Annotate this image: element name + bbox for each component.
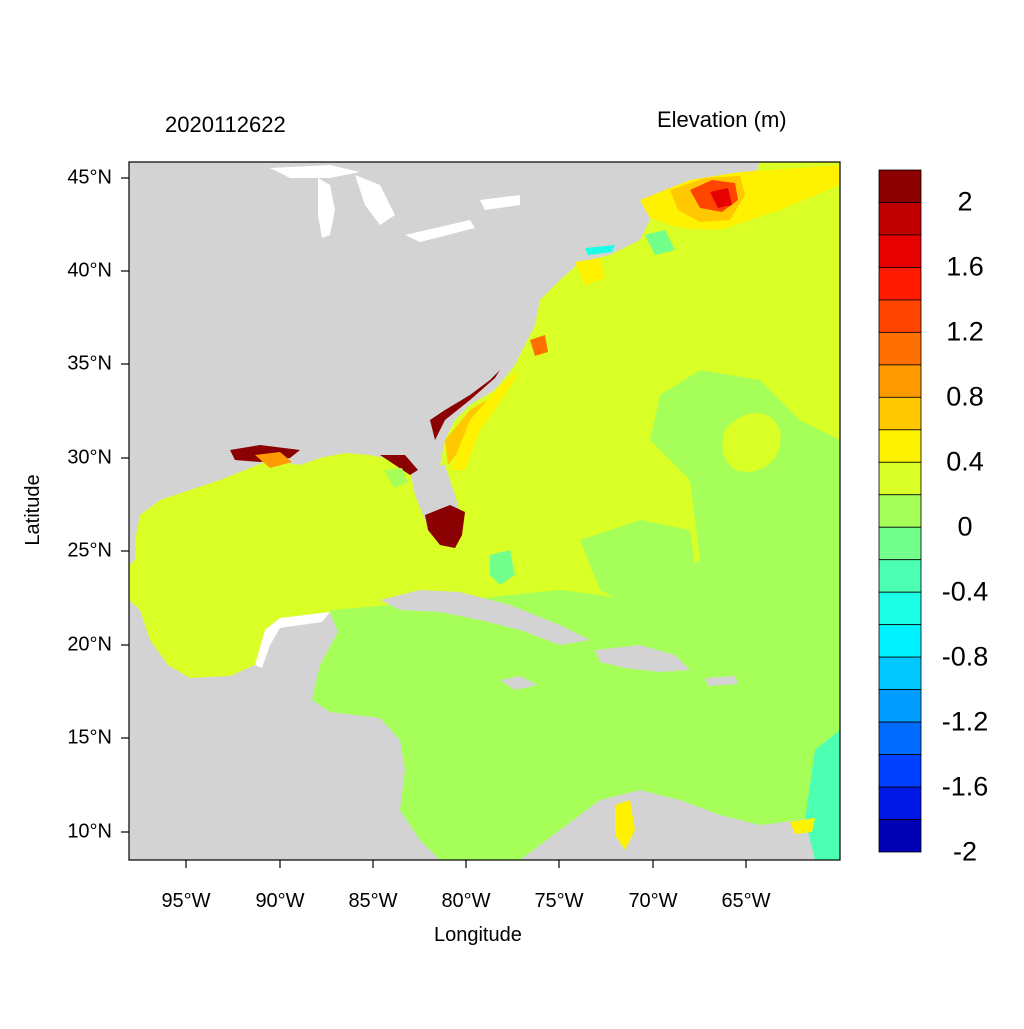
colorbar-swatch [878,429,922,463]
low-bahamas [490,550,515,585]
x-tick-label: 75°W [534,890,584,912]
x-tick-label: 80°W [441,890,491,912]
band-nj-yellow [575,258,605,285]
land-cuba [380,590,590,645]
low-long-island-sound [585,245,615,255]
colorbar-swatch [878,754,922,788]
colorbar-swatch [878,591,922,626]
date-label: 2020112622 [165,112,286,137]
lake-erie [405,220,475,242]
y-tick-label: 15°N [67,726,112,749]
colorbar-swatch [878,526,922,561]
colorbar-swatch [878,689,922,723]
low-gulf-patch [384,468,408,488]
y-tick-marks [121,177,129,833]
colorbar-swatch [878,656,922,691]
y-tick-label: 35°N [67,352,112,375]
colorbar-swatch [878,364,922,398]
x-tick-label: 65°W [721,890,771,912]
colorbar-swatch [878,169,922,203]
gyre-high-patch [722,413,781,472]
colorbar-tick-label: 0 [957,511,973,542]
colorbar-tick-label: 0.8 [946,381,984,412]
lake-huron [355,175,395,225]
colorbar-swatch [878,396,922,431]
colorbar [878,169,922,853]
plot-frame [128,161,841,861]
y-tick-label: 40°N [67,259,112,282]
colorbar-tick-label: 2 [957,186,973,217]
x-axis-label: Longitude [434,924,522,946]
x-tick-label: 85°W [348,890,398,912]
surge-south-florida [425,505,465,548]
colorbar-swatch [878,234,922,268]
band-hatteras [530,335,548,356]
colorbar-tick-label: 1.2 [946,316,984,347]
y-tick-label: 25°N [67,539,112,562]
low-caribbean-east [805,730,840,860]
lake-michigan [318,178,335,238]
colorbar-tick-label: -2 [952,836,977,867]
y-tick-label: 10°N [67,820,112,843]
colorbar-swatch [878,624,922,658]
colorbar-swatch [878,494,922,528]
band-bay-of-fundy [710,188,732,208]
land-puerto-rico [705,676,738,686]
low-cape-cod [645,230,675,255]
high-venezuela-yellow [615,800,635,850]
colorbar-tick-label: 0.4 [946,446,984,477]
band-louisiana [255,452,292,468]
colorbar-tick-label: 1.6 [946,251,984,282]
lake-ontario [480,195,520,210]
colorbar-swatch [878,299,922,333]
x-tick-marks [185,860,747,868]
land-north-america [129,162,760,565]
colorbar-tick-label: -1.6 [941,771,989,802]
atlantic-low-patch [580,520,700,610]
x-tick-label: 90°W [255,890,305,912]
land-south-america [520,790,840,860]
colorbar-swatch [878,461,922,496]
y-tick-label: 20°N [67,633,112,656]
surge-east-coast-fringe [430,370,500,440]
x-tick-label: 95°W [161,890,211,912]
colorbar-tick-label: -1.2 [941,706,989,737]
colorbar-swatch [878,559,922,593]
land-mexico-central-america [129,600,440,860]
land-hispaniola [595,645,690,672]
high-trinidad-yellow [790,818,815,834]
land-jamaica [500,676,538,690]
colorbar-swatch [878,819,922,853]
y-tick-label: 30°N [67,446,112,469]
colorbar-swatch [878,202,922,236]
land-yucatan-white-coast [255,612,330,668]
colorbar-swatch [878,721,922,755]
variable-label: Elevation (m) [657,107,787,132]
lake-superior [270,165,360,178]
colorbar-swatch [878,267,922,301]
colorbar-swatch [878,331,922,366]
colorbar-tick-label: -0.4 [941,576,989,607]
band-east-coast-yellow [450,370,520,470]
x-tick-label: 70°W [628,890,678,912]
colorbar-tick-label: -0.8 [941,641,989,672]
y-tick-label: 45°N [67,166,112,189]
colorbar-swatch [878,786,922,820]
surge-florida-bigbend [380,455,418,475]
